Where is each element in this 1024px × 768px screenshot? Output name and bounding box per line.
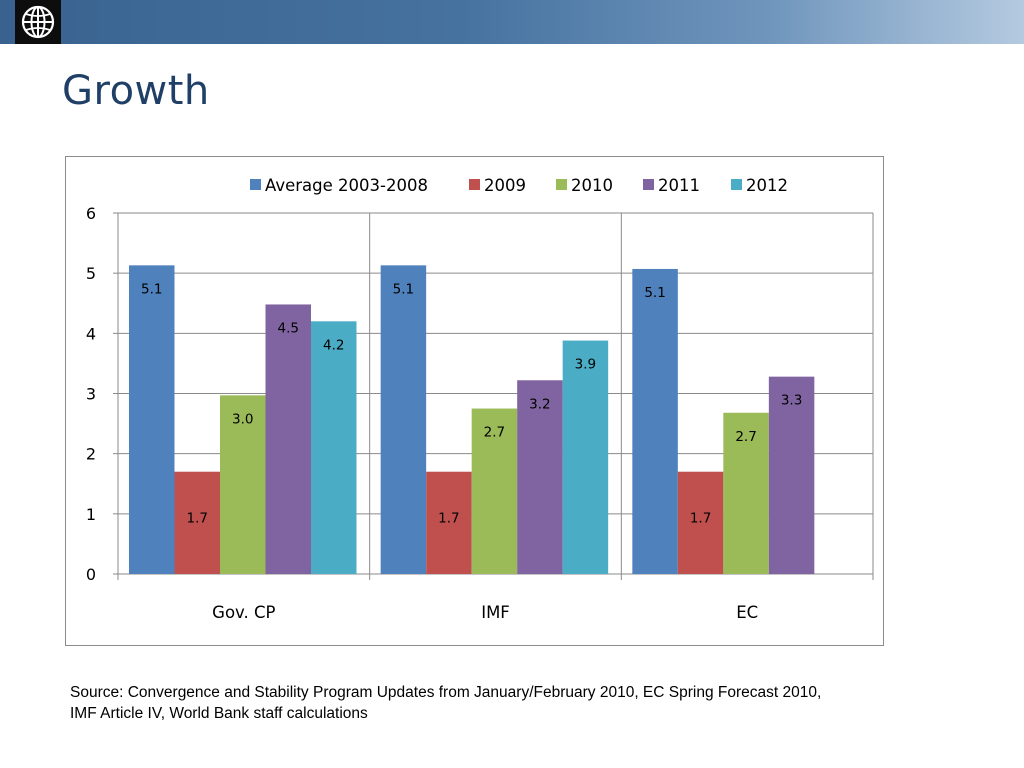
data-label: 2.7 [484,425,505,441]
y-tick-label: 0 [86,565,96,584]
growth-bar-chart: 0 1 2 3 4 5 6 5.1 1.7 3.0 4.5 4.2 Gov. CP 5.1 1.7 2.7 3.… [86,176,874,622]
legend-swatch [469,179,480,190]
globe-icon [21,5,55,39]
bar [517,380,563,574]
legend-swatch [250,179,261,190]
y-tick-label: 2 [86,445,96,464]
top-banner [0,0,1024,44]
legend-label: 2009 [484,176,526,195]
data-label: 1.7 [438,511,459,527]
y-tick-label: 1 [86,505,96,524]
data-label: 4.5 [278,320,299,336]
category-label: EC [736,603,758,622]
y-tick-label: 5 [86,264,96,283]
data-label: 5.1 [393,281,414,297]
data-label: 4.2 [323,337,344,353]
bar [220,395,266,574]
category-label: IMF [481,603,510,622]
bar [174,471,220,574]
data-label: 1.7 [187,511,208,527]
legend-label: 2010 [571,176,613,195]
y-tick-label: 4 [86,324,96,343]
legend-label: Average 2003-2008 [265,176,428,195]
bar [265,304,311,574]
bar [380,265,427,574]
source-line-1: Source: Convergence and Stability Progra… [70,684,822,701]
y-tick-label: 3 [86,385,96,404]
bar [768,376,815,574]
bar [562,340,609,574]
data-label: 3.3 [781,393,802,409]
chart-frame: 0 1 2 3 4 5 6 5.1 1.7 3.0 4.5 4.2 Gov. CP 5.1 1.7 2.7 3.… [65,156,884,646]
bar [471,408,518,574]
data-label: 2.7 [735,429,756,445]
bar [426,471,472,574]
legend-label: 2011 [658,176,700,195]
legend-label: 2012 [746,176,788,195]
data-label: 3.2 [529,396,550,412]
y-tick-label: 6 [86,204,96,223]
data-label: 3.0 [232,411,253,427]
data-label: 5.1 [141,281,162,297]
bar [129,265,175,574]
data-label: 5.1 [644,285,665,301]
bar [632,268,678,574]
bar [311,321,357,574]
legend-swatch [731,179,742,190]
bar [677,471,724,574]
legend-swatch [556,179,567,190]
bar [723,412,769,574]
legend-swatch [643,179,654,190]
data-label: 3.9 [575,357,596,373]
world-bank-logo [15,0,61,44]
data-label: 1.7 [690,511,711,527]
category-label: Gov. CP [212,603,275,622]
source-note: Source: Convergence and Stability Progra… [70,682,970,724]
source-line-2: IMF Article IV, World Bank staff calcula… [70,705,368,722]
page-title: Growth [62,68,210,114]
